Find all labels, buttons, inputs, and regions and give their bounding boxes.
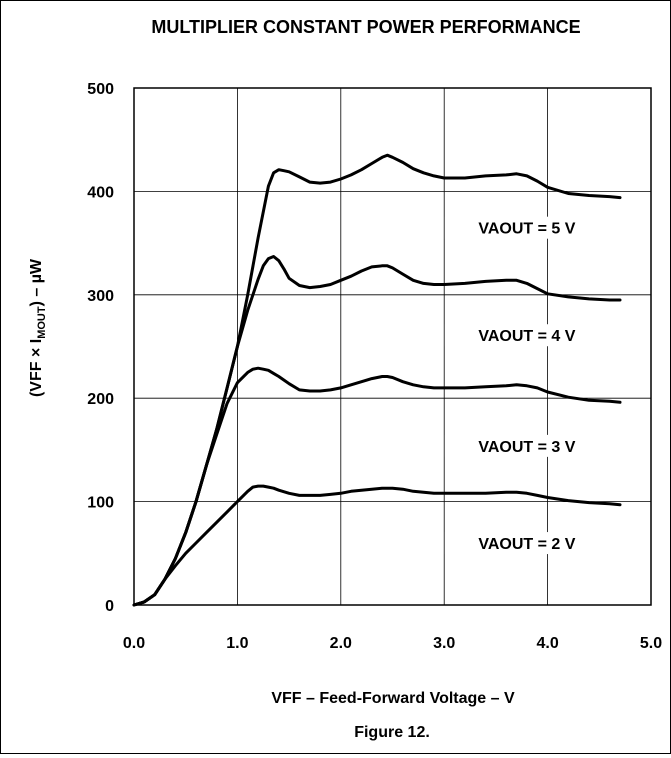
figure-caption: Figure 12.: [354, 724, 430, 741]
tick-labels: 0.0 1.0 2.0 3.0 4.0 5.0 0 100 200 300 400 500: [87, 81, 662, 652]
x-tick-label: 2.0: [330, 635, 352, 652]
y-axis-label-suffix: ) – µW: [28, 258, 45, 306]
series-label: VAOUT = 4 V: [478, 328, 575, 345]
y-tick-label: 500: [87, 81, 114, 98]
y-tick-label: 400: [87, 184, 114, 201]
y-axis-label-subscript: MOUT: [36, 306, 48, 339]
x-axis-label: VFF – Feed-Forward Voltage – V: [271, 690, 515, 707]
series-label: VAOUT = 3 V: [478, 439, 575, 456]
chart-title: MULTIPLIER CONSTANT POWER PERFORMANCE: [151, 17, 580, 37]
x-tick-label: 4.0: [536, 635, 558, 652]
series-lines: [132, 153, 622, 607]
series-line: [132, 484, 622, 607]
y-tick-label: 300: [87, 288, 114, 305]
series-label-background: [444, 324, 609, 347]
series-label-background: [444, 216, 609, 239]
x-tick-label: 0.0: [123, 635, 145, 652]
y-tick-label: 0: [105, 598, 114, 615]
y-axis-label-prefix: (VFF × I: [28, 339, 45, 397]
y-tick-label: 100: [87, 495, 114, 512]
series-label: VAOUT = 5 V: [478, 221, 575, 238]
series-label-background: [444, 532, 609, 555]
x-tick-label: 3.0: [433, 635, 455, 652]
series-line: [132, 366, 622, 607]
series-label: VAOUT = 2 V: [478, 536, 575, 553]
x-tick-label: 5.0: [640, 635, 662, 652]
y-tick-label: 200: [87, 391, 114, 408]
y-axis-label: (VFF × IMOUT) – µW: [28, 258, 48, 397]
series-labels: VAOUT = 5 V VAOUT = 4 V VAOUT = 3 V VAOUT =…: [444, 216, 609, 555]
x-tick-label: 1.0: [226, 635, 248, 652]
series-label-background: [444, 434, 609, 457]
plot-area-border: [133, 87, 652, 606]
